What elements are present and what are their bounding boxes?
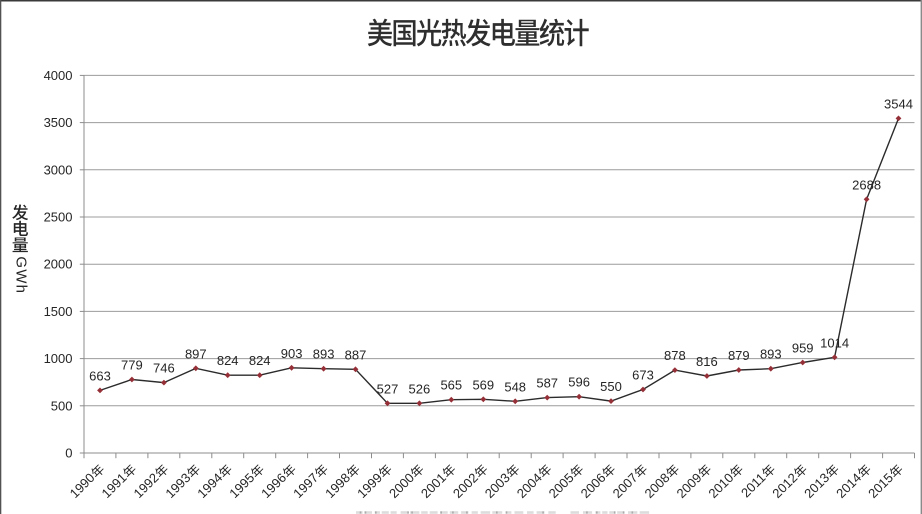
- svg-text:569: 569: [472, 377, 494, 392]
- svg-text:779: 779: [121, 358, 143, 373]
- svg-text:903: 903: [281, 346, 303, 361]
- svg-text:893: 893: [313, 347, 335, 362]
- svg-text:527: 527: [377, 381, 399, 396]
- svg-text:0: 0: [65, 446, 72, 461]
- svg-text:897: 897: [185, 346, 207, 361]
- svg-text:887: 887: [345, 347, 367, 362]
- svg-text:816: 816: [696, 354, 718, 369]
- svg-text:548: 548: [504, 379, 526, 394]
- svg-text:2000: 2000: [44, 257, 73, 272]
- svg-text:4000: 4000: [44, 68, 73, 83]
- svg-text:526: 526: [409, 381, 431, 396]
- svg-text:GWh: GWh: [12, 256, 29, 294]
- svg-text:587: 587: [536, 376, 558, 391]
- svg-text:893: 893: [760, 347, 782, 362]
- svg-text:824: 824: [217, 353, 239, 368]
- svg-text:500: 500: [51, 398, 73, 413]
- svg-text:3500: 3500: [44, 115, 73, 130]
- svg-text:565: 565: [440, 378, 462, 393]
- svg-text:1000: 1000: [44, 351, 73, 366]
- svg-text:878: 878: [664, 348, 686, 363]
- svg-text:663: 663: [89, 368, 111, 383]
- svg-text:1500: 1500: [44, 304, 73, 319]
- svg-text:2688: 2688: [852, 177, 881, 192]
- svg-text:550: 550: [600, 379, 622, 394]
- svg-text:824: 824: [249, 353, 271, 368]
- svg-text:879: 879: [728, 348, 750, 363]
- svg-text:3544: 3544: [884, 96, 913, 111]
- svg-text:2500: 2500: [44, 210, 73, 225]
- svg-text:596: 596: [568, 375, 590, 390]
- svg-text:959: 959: [792, 341, 814, 356]
- svg-text:1014: 1014: [820, 335, 849, 350]
- svg-text:3000: 3000: [44, 162, 73, 177]
- svg-text:746: 746: [153, 361, 175, 376]
- svg-text:673: 673: [632, 368, 654, 383]
